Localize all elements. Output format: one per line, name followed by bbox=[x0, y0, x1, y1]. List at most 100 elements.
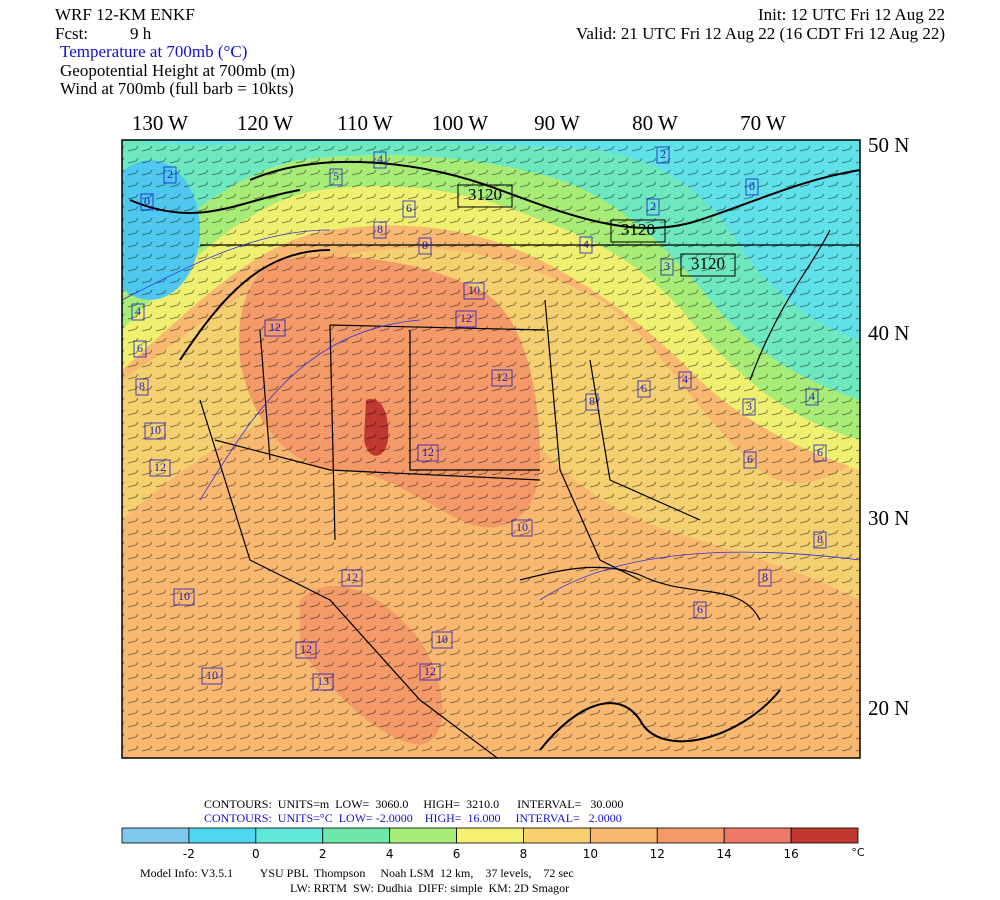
temperature-contour-label: 13 bbox=[317, 674, 329, 688]
colorbar-segment bbox=[188, 827, 257, 844]
temperature-contour-label: 10 bbox=[206, 668, 218, 682]
temperature-contour-label: 3 bbox=[746, 399, 752, 413]
field-label: Geopotential Height at 700mb (m) bbox=[60, 61, 295, 80]
temperature-contour-label: 8 bbox=[762, 570, 768, 584]
temperature-label-box bbox=[131, 303, 145, 321]
colorbar-segment bbox=[656, 827, 725, 844]
temperature-label-box bbox=[463, 282, 485, 300]
temperature-contour-label: 6 bbox=[137, 341, 143, 355]
temperature-label-box bbox=[585, 393, 599, 411]
colorbar-segment bbox=[255, 827, 324, 844]
temperature-label-box bbox=[758, 569, 772, 587]
colorbar-unit: °C bbox=[851, 846, 865, 859]
temperature-label-box bbox=[417, 444, 439, 462]
temperature-contour-label: 8 bbox=[377, 222, 383, 236]
longitude-label: 90 W bbox=[534, 111, 580, 135]
model-info: Model Info: V3.5.1 YSU PBL Thompson Noah… bbox=[140, 866, 574, 880]
colorbar-label: 8 bbox=[520, 847, 528, 861]
temperature-contour-label: 6 bbox=[747, 452, 753, 466]
forecast-hour: 9 h bbox=[130, 24, 152, 43]
colorbar-label: 0 bbox=[252, 847, 260, 861]
temperature-contour-label: 6 bbox=[641, 381, 647, 395]
temperature-contour-label: 10 bbox=[436, 632, 448, 646]
longitude-label: 80 W bbox=[632, 111, 678, 135]
longitude-label: 120 W bbox=[237, 111, 293, 135]
temperature-label-box bbox=[418, 237, 432, 255]
field-label: Temperature at 700mb (°C) bbox=[60, 42, 247, 61]
temperature-contour-label: 2 bbox=[167, 167, 173, 181]
temperature-label-box bbox=[656, 146, 670, 164]
temperature-contour-label: 3 bbox=[664, 259, 670, 273]
colorbar-label: 16 bbox=[783, 847, 798, 861]
temperature-contour-label: 4 bbox=[135, 304, 141, 318]
physics-info: LW: RRTM SW: Dudhia DIFF: simple KM: 2D … bbox=[290, 881, 569, 895]
temperature-contour-label: 0 bbox=[749, 179, 755, 193]
temperature-label-box bbox=[264, 319, 286, 337]
temperature-contour-label: 12 bbox=[300, 642, 312, 656]
colorbar-segment bbox=[523, 827, 591, 844]
temperature-contour-label: 12 bbox=[460, 311, 472, 325]
forecast-label: Fcst: bbox=[55, 24, 88, 43]
temperature-contour-label: 10 bbox=[468, 283, 480, 297]
temperature-label-box bbox=[579, 236, 593, 254]
longitude-label: 110 W bbox=[337, 111, 393, 135]
temperature-label-box bbox=[419, 663, 441, 681]
temperature-contour-label: 12 bbox=[346, 570, 358, 584]
temperature-contour-label: 4 bbox=[809, 389, 815, 403]
colorbar-segment bbox=[589, 827, 658, 844]
temperature-contour-label: 4 bbox=[682, 372, 688, 386]
temperature-label-box bbox=[743, 451, 757, 469]
temperature-contour-label: 2 bbox=[650, 199, 656, 213]
temperature-contour-label: 4 bbox=[583, 237, 589, 251]
temperature-label-box bbox=[637, 380, 651, 398]
temperature-label-box bbox=[312, 673, 334, 691]
temperature-label-box bbox=[660, 258, 674, 276]
colorbar-segment bbox=[456, 827, 524, 844]
temperature-label-box bbox=[678, 371, 692, 389]
model-title: WRF 12-KM ENKF bbox=[55, 5, 195, 24]
colorbar-label: 4 bbox=[386, 847, 394, 861]
temperature-contour-label: 10 bbox=[178, 589, 190, 603]
temperature-contour-label: 8 bbox=[422, 238, 428, 252]
height-contour-info: CONTOURS: UNITS=m LOW= 3060.0 HIGH= 3210… bbox=[204, 797, 623, 811]
temperature-label-box bbox=[295, 641, 317, 659]
temperature-contour-label: 0 bbox=[144, 194, 150, 208]
temperature-label-box bbox=[140, 193, 154, 211]
field-label: Wind at 700mb (full barb = 10kts) bbox=[60, 79, 294, 98]
temperature-label-box bbox=[135, 378, 149, 396]
colorbar-label: 10 bbox=[583, 847, 598, 861]
latitude-label: 40 N bbox=[868, 321, 909, 345]
valid-time: Valid: 21 UTC Fri 12 Aug 22 (16 CDT Fri … bbox=[576, 24, 945, 43]
colorbar-label: 12 bbox=[650, 847, 665, 861]
temperature-contour-label: 12 bbox=[422, 445, 434, 459]
temperature-label-box bbox=[693, 601, 707, 619]
temperature-contour-label: 2 bbox=[660, 147, 666, 161]
colorbar-label: 2 bbox=[319, 847, 327, 861]
colorbar-label: 14 bbox=[717, 847, 732, 861]
longitude-label: 70 W bbox=[740, 111, 786, 135]
temperature-label-box bbox=[745, 178, 759, 196]
init-time: Init: 12 UTC Fri 12 Aug 22 bbox=[758, 5, 945, 24]
temperature-label-box bbox=[455, 310, 477, 328]
temperature-label-box bbox=[341, 569, 363, 587]
temperature-contour-label: 10 bbox=[516, 520, 528, 534]
temperature-label-box bbox=[646, 198, 660, 216]
latitude-label: 20 N bbox=[868, 696, 909, 720]
temperature-label-box bbox=[373, 151, 387, 169]
temperature-label-box bbox=[402, 200, 416, 218]
temperature-label-box bbox=[144, 422, 166, 440]
temperature-label-box bbox=[813, 531, 827, 549]
temperature-label-box bbox=[491, 369, 513, 387]
temperature-contour-label: 8 bbox=[589, 394, 595, 408]
map-frame bbox=[121, 139, 861, 759]
temperature-contour-info: CONTOURS: UNITS=°C LOW= -2.0000 HIGH= 16… bbox=[204, 811, 622, 825]
temperature-label-box bbox=[431, 631, 453, 649]
temperature-contour-label: 10 bbox=[149, 423, 161, 437]
latitude-label: 50 N bbox=[868, 133, 909, 157]
height-label-box bbox=[610, 219, 666, 243]
colorbar-segment bbox=[322, 827, 391, 844]
temperature-contour-label: 12 bbox=[496, 370, 508, 384]
temperature-contour-label: 5 bbox=[333, 169, 339, 183]
temperature-label-box bbox=[373, 221, 387, 239]
